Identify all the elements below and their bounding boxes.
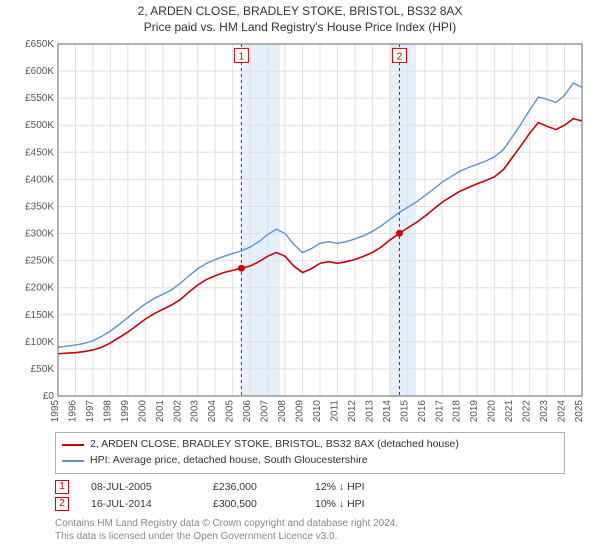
svg-text:£50K: £50K [31, 364, 55, 375]
legend-swatch [62, 444, 84, 446]
svg-text:2025: 2025 [574, 400, 585, 423]
sale-row: 2 16-JUL-2014 £300,500 10% ↓ HPI [55, 497, 565, 511]
svg-text:2008: 2008 [277, 400, 288, 423]
svg-text:2014: 2014 [382, 400, 393, 423]
svg-text:£350K: £350K [25, 201, 54, 212]
svg-text:2001: 2001 [155, 400, 166, 423]
svg-text:2006: 2006 [242, 400, 253, 423]
chart-svg: £0£50K£100K£150K£200K£250K£300K£350K£400… [10, 36, 590, 426]
svg-text:2020: 2020 [487, 400, 498, 423]
svg-text:1995: 1995 [50, 400, 61, 423]
legend: 2, ARDEN CLOSE, BRADLEY STOKE, BRISTOL, … [55, 432, 565, 474]
svg-text:2010: 2010 [312, 400, 323, 423]
footer-line2: This data is licensed under the Open Gov… [55, 530, 565, 544]
svg-text:2018: 2018 [452, 400, 463, 423]
svg-text:£300K: £300K [25, 229, 54, 240]
sales-table: 1 08-JUL-2005 £236,000 12% ↓ HPI 2 16-JU… [55, 480, 565, 511]
legend-swatch [62, 460, 84, 462]
svg-text:2016: 2016 [417, 400, 428, 423]
sale-change: 12% ↓ HPI [315, 481, 405, 493]
svg-text:£150K: £150K [25, 310, 54, 321]
svg-text:£500K: £500K [25, 120, 54, 131]
legend-label: 2, ARDEN CLOSE, BRADLEY STOKE, BRISTOL, … [90, 437, 459, 453]
svg-text:2011: 2011 [329, 400, 340, 422]
svg-text:2021: 2021 [504, 400, 515, 423]
sale-price: £236,000 [213, 481, 293, 493]
svg-text:2017: 2017 [434, 400, 445, 423]
sale-price: £300,500 [213, 498, 293, 510]
svg-text:2022: 2022 [522, 400, 533, 423]
svg-text:2004: 2004 [207, 400, 218, 423]
svg-text:1997: 1997 [85, 400, 96, 423]
sale-change: 10% ↓ HPI [315, 498, 405, 510]
svg-text:2002: 2002 [172, 400, 183, 423]
svg-text:2023: 2023 [539, 400, 550, 423]
svg-text:£450K: £450K [25, 147, 54, 158]
sale-marker-icon: 1 [55, 480, 69, 494]
svg-text:2012: 2012 [347, 400, 358, 423]
svg-text:2000: 2000 [137, 400, 148, 423]
price-chart: £0£50K£100K£150K£200K£250K£300K£350K£400… [10, 36, 590, 426]
sale-date: 08-JUL-2005 [91, 481, 191, 493]
svg-text:2019: 2019 [469, 400, 480, 423]
svg-text:2009: 2009 [295, 400, 306, 423]
svg-text:£250K: £250K [25, 256, 54, 267]
svg-text:£600K: £600K [25, 66, 54, 77]
svg-text:2013: 2013 [364, 400, 375, 423]
svg-text:2024: 2024 [557, 400, 568, 423]
svg-text:£650K: £650K [25, 39, 54, 50]
svg-text:2005: 2005 [225, 400, 236, 423]
svg-text:2003: 2003 [190, 400, 201, 423]
footer-attribution: Contains HM Land Registry data © Crown c… [55, 517, 565, 544]
chart-title: 2, ARDEN CLOSE, BRADLEY STOKE, BRISTOL, … [0, 0, 600, 36]
legend-item-hpi: HPI: Average price, detached house, Sout… [62, 453, 558, 469]
svg-text:1996: 1996 [67, 400, 78, 423]
svg-text:£550K: £550K [25, 93, 54, 104]
title-address: 2, ARDEN CLOSE, BRADLEY STOKE, BRISTOL, … [0, 4, 600, 18]
sale-marker-icon: 2 [55, 497, 69, 511]
footer-line1: Contains HM Land Registry data © Crown c… [55, 517, 565, 531]
svg-text:£100K: £100K [25, 337, 54, 348]
svg-text:1: 1 [239, 51, 245, 62]
svg-text:£400K: £400K [25, 174, 54, 185]
svg-text:1999: 1999 [120, 400, 131, 423]
legend-label: HPI: Average price, detached house, Sout… [90, 453, 368, 469]
svg-text:1998: 1998 [102, 400, 113, 423]
svg-text:2015: 2015 [399, 400, 410, 423]
sale-row: 1 08-JUL-2005 £236,000 12% ↓ HPI [55, 480, 565, 494]
svg-text:2007: 2007 [260, 400, 271, 423]
svg-text:£200K: £200K [25, 283, 54, 294]
legend-item-property: 2, ARDEN CLOSE, BRADLEY STOKE, BRISTOL, … [62, 437, 558, 453]
svg-text:2: 2 [397, 51, 403, 62]
sale-date: 16-JUL-2014 [91, 498, 191, 510]
title-subtitle: Price paid vs. HM Land Registry's House … [0, 20, 600, 34]
